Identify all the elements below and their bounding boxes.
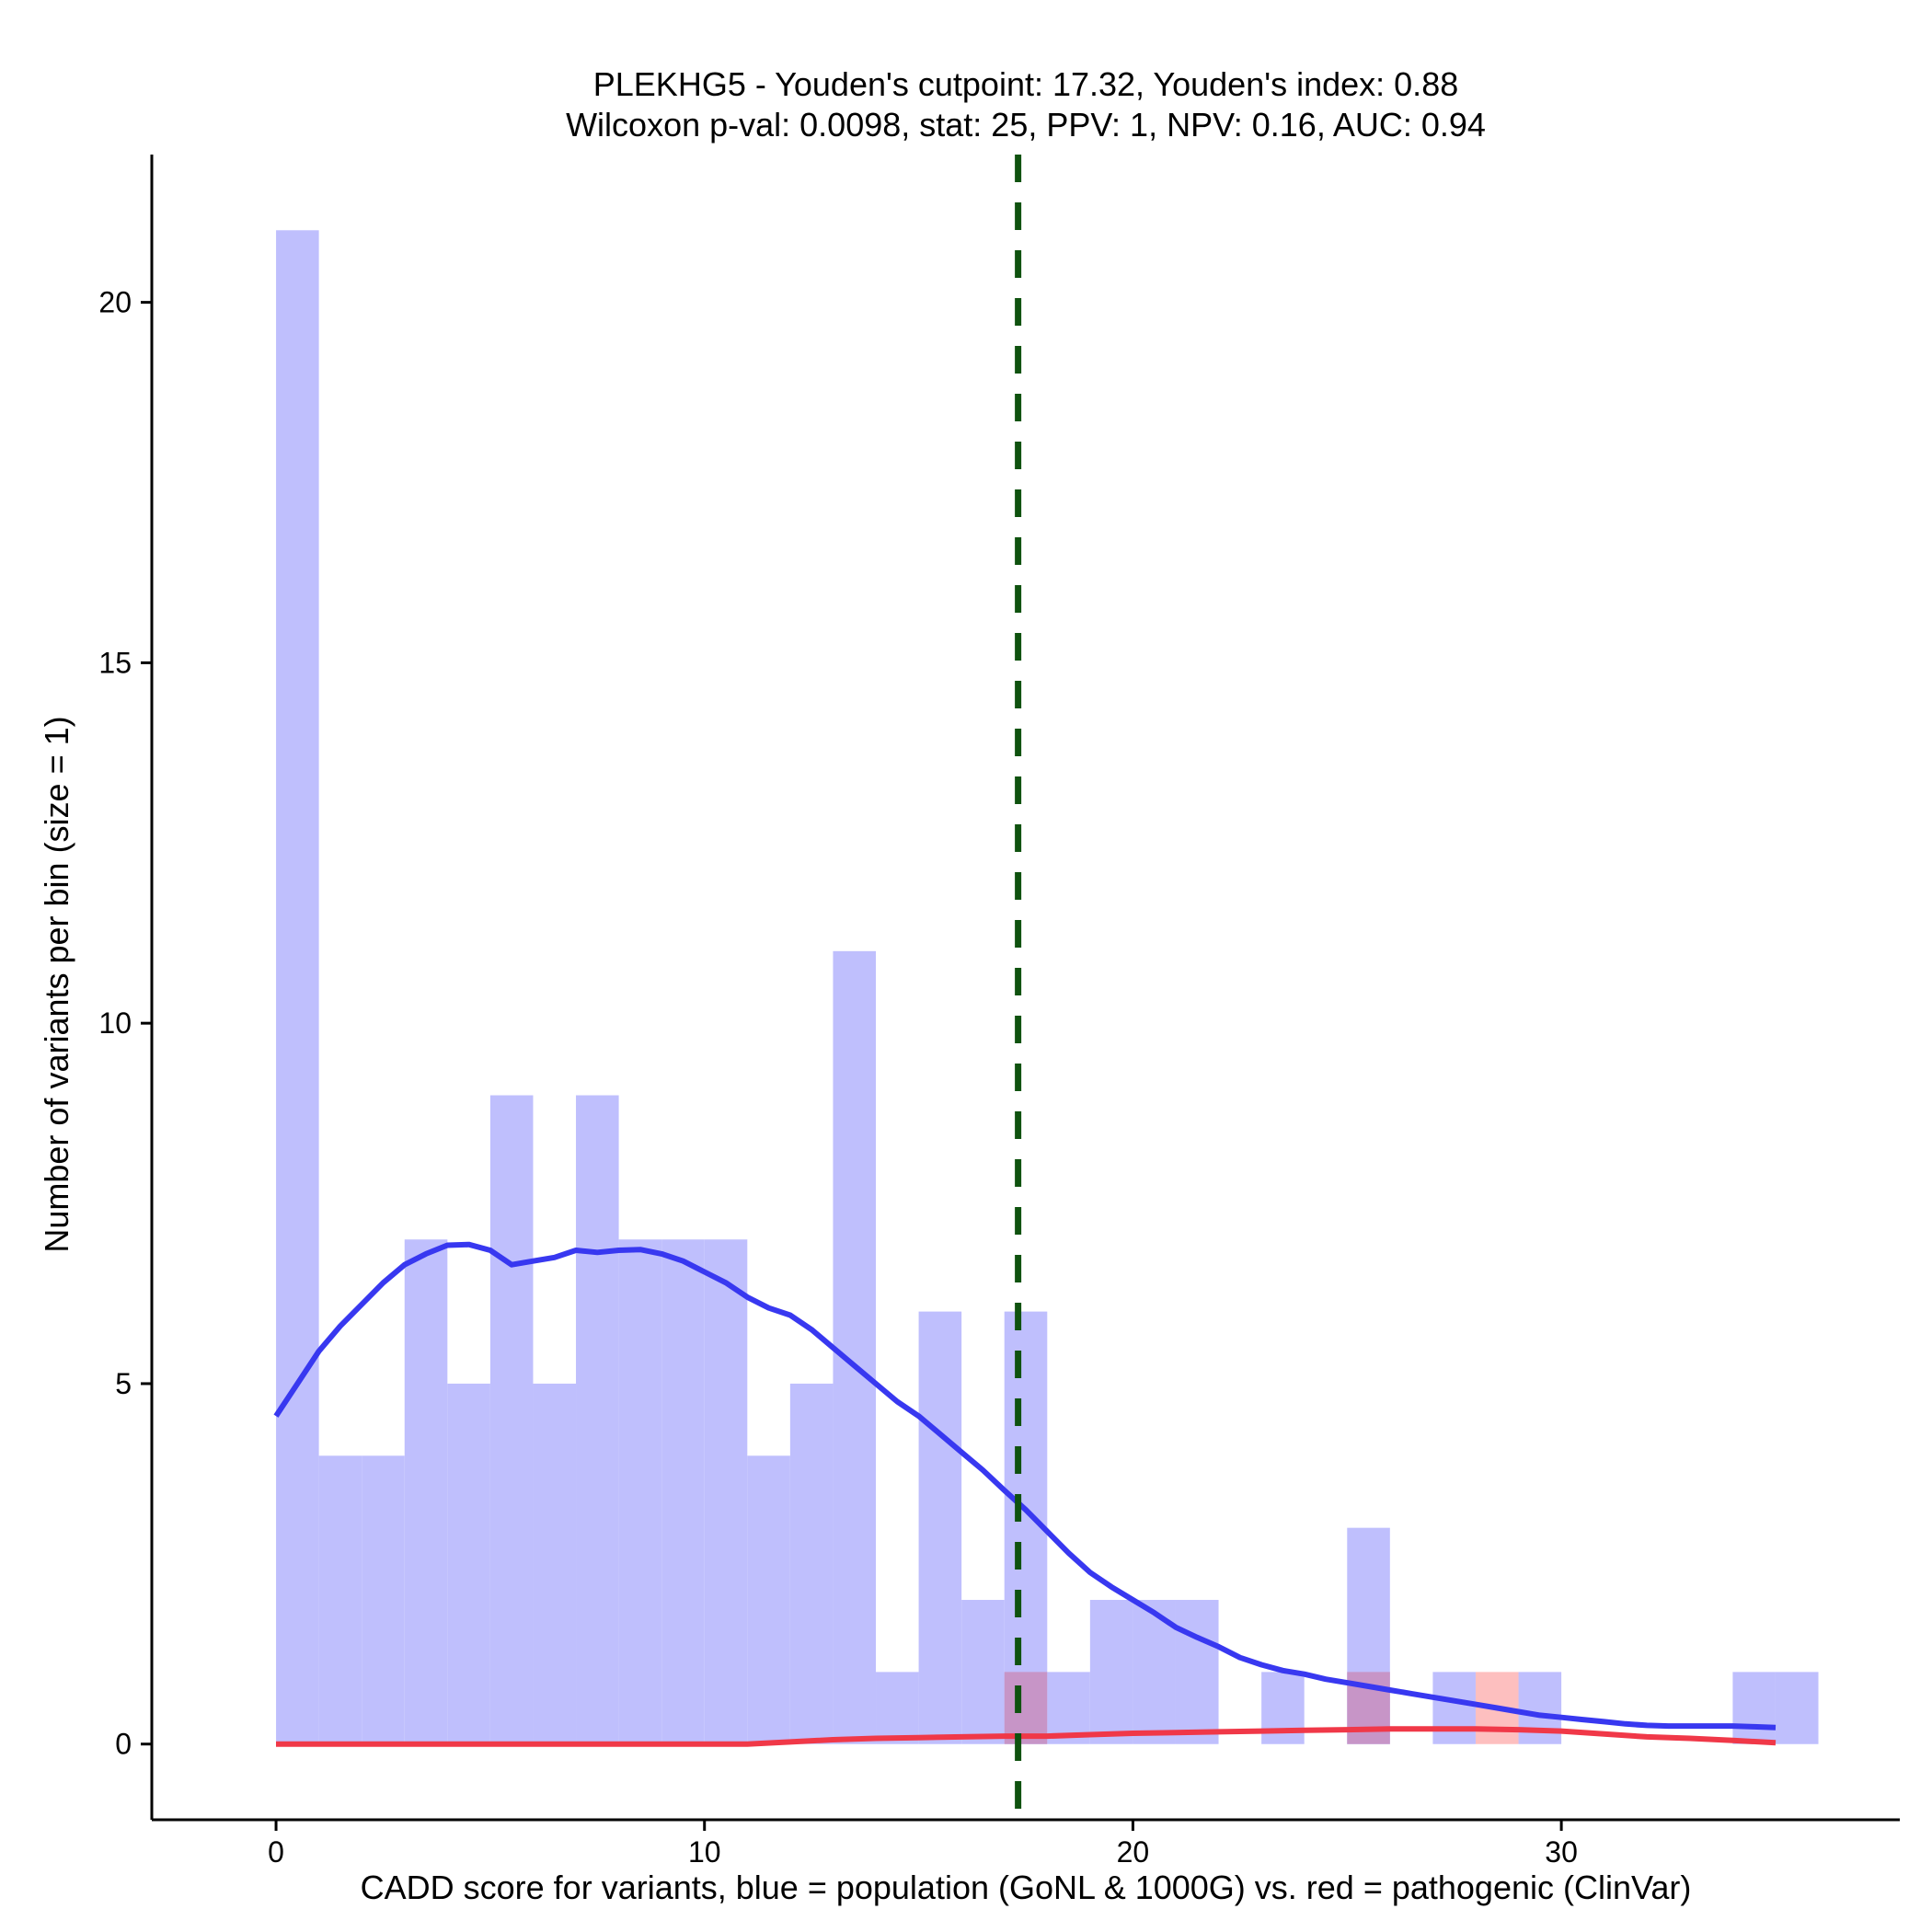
pathogenic-density-line — [276, 1726, 1777, 1747]
y-axis-label: Number of variants per bin (size = 1) — [38, 716, 75, 1252]
population-bar — [618, 1239, 662, 1744]
population-bar — [1432, 1672, 1476, 1744]
population-bar — [1732, 1672, 1776, 1744]
population-bar — [447, 1383, 490, 1744]
population-bar — [1047, 1672, 1090, 1744]
chart-title-line2: Wilcoxon p-val: 0.0098, stat: 25, PPV: 1… — [566, 106, 1486, 144]
x-tick-label: 10 — [688, 1835, 721, 1869]
population-bar — [961, 1600, 1005, 1744]
density-curves — [273, 1241, 1777, 1747]
population-bar — [789, 1383, 834, 1744]
population-bar — [876, 1672, 919, 1744]
population-bar — [918, 1311, 962, 1744]
population-bar — [1089, 1600, 1133, 1744]
pathogenic-bar — [1004, 1672, 1048, 1744]
y-tick-label: 5 — [115, 1367, 132, 1400]
y-tick-label: 10 — [98, 1006, 132, 1040]
x-tick-label: 30 — [1545, 1835, 1578, 1869]
population-bar — [362, 1455, 405, 1744]
population-bar — [1775, 1672, 1819, 1744]
population-bar — [404, 1239, 448, 1744]
axes: 0 5 10 15 20 0 10 20 30 — [98, 155, 1900, 1869]
y-tick-label: 20 — [98, 286, 132, 319]
x-tick-label: 0 — [268, 1835, 284, 1869]
population-bar — [576, 1095, 619, 1744]
population-bar — [747, 1455, 790, 1744]
y-tick-label: 15 — [98, 646, 132, 679]
chart-title-line1: PLEKHG5 - Youden's cutpoint: 17.32, Youd… — [593, 65, 1458, 103]
population-bar — [276, 230, 319, 1744]
population-bars — [276, 230, 1819, 1744]
population-density-line — [273, 1241, 1777, 1731]
y-tick-label: 0 — [115, 1728, 132, 1761]
population-bar — [833, 950, 877, 1744]
population-bar — [318, 1455, 362, 1744]
population-bar — [661, 1239, 705, 1744]
population-bar — [533, 1383, 577, 1744]
population-bar — [489, 1095, 534, 1744]
population-bar — [704, 1239, 748, 1744]
population-bar — [1175, 1600, 1219, 1744]
x-tick-label: 20 — [1117, 1835, 1150, 1869]
x-axis-label: CADD score for variants, blue = populati… — [361, 1869, 1692, 1906]
